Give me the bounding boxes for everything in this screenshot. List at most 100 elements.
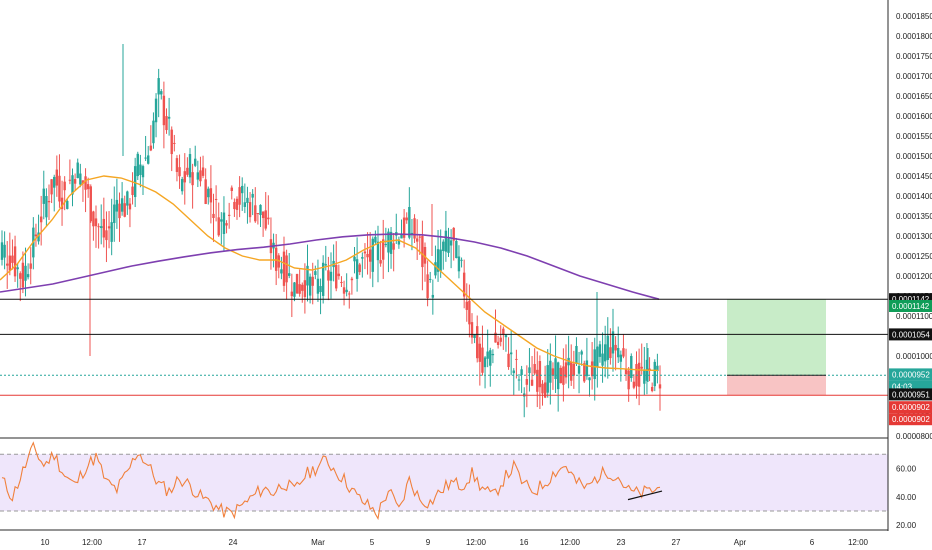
candle-body bbox=[66, 200, 69, 209]
candle-body bbox=[434, 262, 437, 276]
moving-average-fast bbox=[0, 175, 659, 372]
candle-body bbox=[353, 256, 356, 262]
candle-body bbox=[478, 343, 482, 362]
candle-body bbox=[483, 357, 487, 368]
candle-body bbox=[81, 180, 85, 184]
candle-body bbox=[259, 204, 262, 216]
candle-body bbox=[214, 198, 218, 200]
price-tick-label: 0.0001800 bbox=[896, 32, 932, 41]
candle-body bbox=[556, 362, 560, 390]
candle-body bbox=[261, 211, 265, 219]
candle-body bbox=[507, 353, 510, 368]
rsi-axis[interactable]: 60.00 40.00 20.00 bbox=[896, 464, 917, 530]
candle-body bbox=[525, 379, 529, 385]
candle-body bbox=[489, 350, 492, 366]
candle-body bbox=[308, 276, 312, 296]
candle-body bbox=[530, 379, 534, 386]
candle-body bbox=[596, 346, 599, 368]
candle-body bbox=[622, 348, 625, 357]
candle-body bbox=[617, 347, 620, 358]
candle-body bbox=[24, 265, 27, 281]
candle-body bbox=[368, 249, 372, 262]
price-badge bbox=[889, 368, 932, 381]
candle-body bbox=[256, 213, 260, 215]
candle-body bbox=[170, 129, 173, 155]
candle-body bbox=[348, 293, 351, 295]
candle-body bbox=[572, 363, 576, 376]
candle-body bbox=[509, 352, 513, 355]
candle-body bbox=[45, 196, 48, 218]
time-tick-label: Mar bbox=[311, 538, 325, 547]
candle-body bbox=[152, 120, 155, 144]
rsi-pane[interactable] bbox=[0, 441, 888, 521]
candle-body bbox=[564, 362, 568, 378]
candle-body bbox=[452, 227, 455, 241]
candle-body bbox=[243, 202, 247, 207]
candle-body bbox=[280, 269, 283, 274]
price-badge bbox=[889, 300, 932, 312]
candle-body bbox=[423, 246, 427, 264]
price-tick-label: 0.0001200 bbox=[896, 272, 932, 281]
candle-body bbox=[86, 184, 90, 190]
chart-area[interactable] bbox=[0, 0, 888, 436]
candle-body bbox=[405, 217, 408, 221]
candle-body bbox=[267, 217, 270, 220]
candle-body bbox=[154, 98, 158, 123]
candle-body bbox=[3, 244, 6, 258]
price-tick-label: 0.0001350 bbox=[896, 212, 932, 221]
price-badge-text: 0.0000902 bbox=[892, 403, 930, 412]
candle-body bbox=[473, 334, 476, 339]
candle-body bbox=[285, 255, 288, 283]
candle-body bbox=[345, 289, 348, 293]
price-badge-text: 0.0000902 bbox=[892, 415, 930, 424]
candle-body bbox=[222, 212, 226, 234]
candle-body bbox=[397, 239, 401, 245]
candle-body bbox=[123, 203, 126, 217]
candle-body bbox=[136, 153, 139, 177]
time-tick-label: 17 bbox=[138, 538, 147, 547]
candle-body bbox=[230, 187, 233, 191]
time-tick-label: 12:00 bbox=[82, 538, 103, 547]
candle-body bbox=[139, 164, 142, 175]
candle-body bbox=[590, 361, 594, 377]
candle-body bbox=[26, 274, 30, 278]
candle-body bbox=[384, 244, 388, 246]
candle-body bbox=[504, 335, 508, 338]
candle-body bbox=[606, 335, 609, 360]
candle-body bbox=[157, 78, 160, 95]
price-badge-text: 0.0000952 bbox=[892, 370, 930, 379]
candle-body bbox=[97, 226, 100, 228]
time-tick-label: 10 bbox=[41, 538, 50, 547]
time-tick-label: 5 bbox=[370, 538, 375, 547]
candle-body bbox=[133, 166, 137, 198]
price-tick-label: 0.0000800 bbox=[896, 432, 932, 441]
candle-body bbox=[624, 368, 628, 375]
candle-body bbox=[47, 200, 51, 203]
candle-body bbox=[536, 369, 539, 392]
candle-body bbox=[241, 185, 244, 194]
stop-zone bbox=[727, 375, 826, 396]
candle-body bbox=[167, 116, 171, 119]
moving-average-slow bbox=[0, 233, 660, 300]
candle-body bbox=[491, 353, 495, 356]
candle-body bbox=[444, 230, 448, 252]
candle-body bbox=[39, 216, 43, 223]
rsi-trendline bbox=[627, 490, 663, 501]
candle-body bbox=[601, 353, 604, 366]
candle-body bbox=[274, 247, 278, 271]
time-axis[interactable]: 10 12:00 17 24 Mar 5 9 12:00 16 12:00 23 27 Apr 6 12:0… bbox=[41, 538, 869, 547]
time-tick-label: 9 bbox=[426, 538, 431, 547]
candle-body bbox=[376, 241, 380, 261]
candle-body bbox=[541, 383, 544, 394]
candle-body bbox=[227, 214, 231, 216]
candle-body bbox=[63, 181, 66, 191]
candle-body bbox=[147, 155, 150, 164]
candle-body bbox=[648, 368, 651, 370]
candle-body bbox=[141, 166, 145, 178]
candle-body bbox=[60, 197, 64, 210]
price-tick-label: 0.0001450 bbox=[896, 172, 932, 181]
price-tick-label: 0.0001850 bbox=[896, 12, 932, 21]
candle-body bbox=[408, 206, 411, 238]
candle-body bbox=[402, 217, 406, 238]
